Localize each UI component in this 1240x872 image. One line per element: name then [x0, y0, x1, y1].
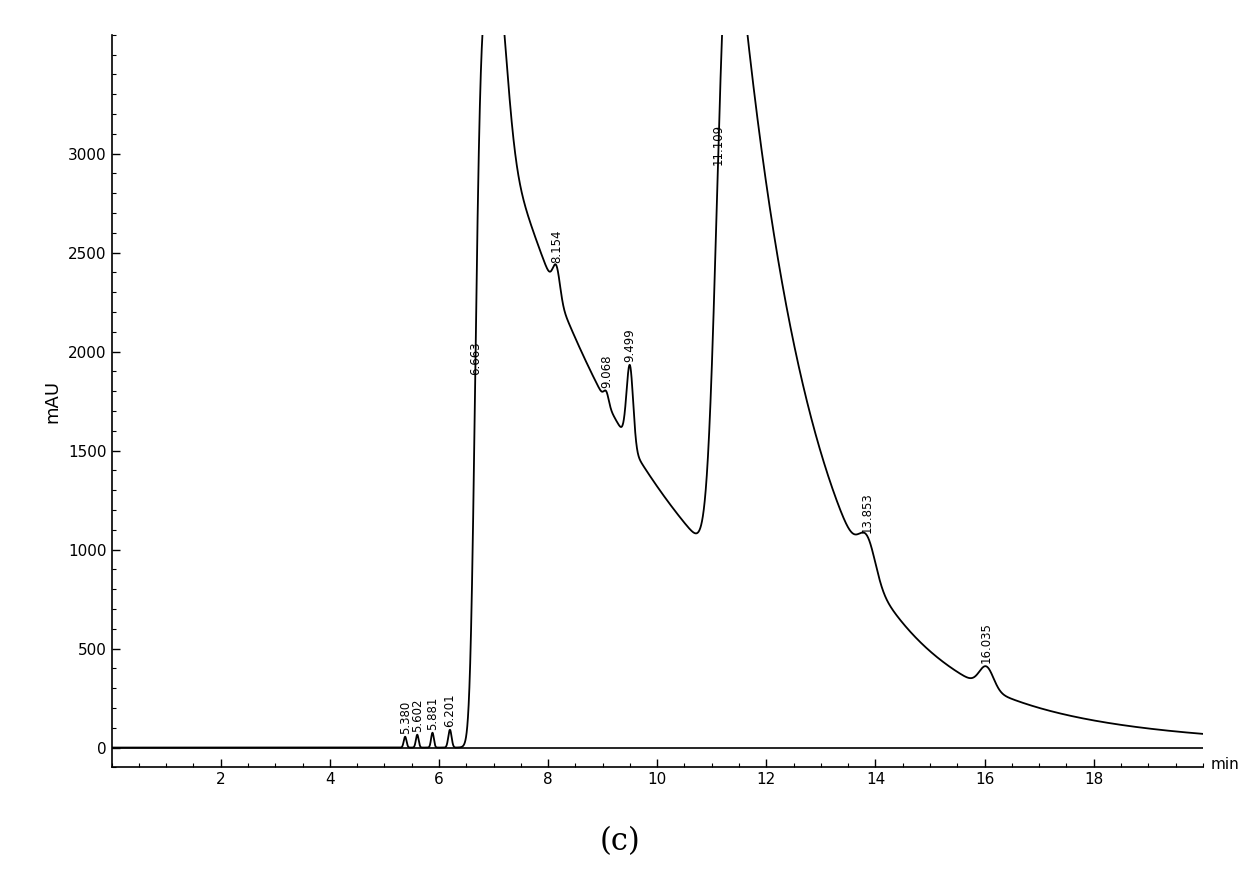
Text: 6.201: 6.201: [444, 693, 456, 726]
Text: 9.499: 9.499: [624, 328, 636, 362]
Text: 5.881: 5.881: [427, 697, 439, 730]
Text: 5.602: 5.602: [410, 698, 424, 732]
Text: 8.154: 8.154: [551, 229, 563, 262]
Text: min: min: [1211, 757, 1240, 772]
Text: 16.035: 16.035: [980, 623, 993, 664]
Text: 11.109: 11.109: [712, 124, 724, 165]
Text: 5.380: 5.380: [398, 700, 412, 733]
Text: 13.853: 13.853: [861, 493, 874, 534]
Text: (c): (c): [600, 826, 640, 857]
Text: 6.663: 6.663: [469, 342, 481, 375]
Y-axis label: mAU: mAU: [43, 379, 61, 423]
Text: 9.068: 9.068: [600, 355, 613, 388]
